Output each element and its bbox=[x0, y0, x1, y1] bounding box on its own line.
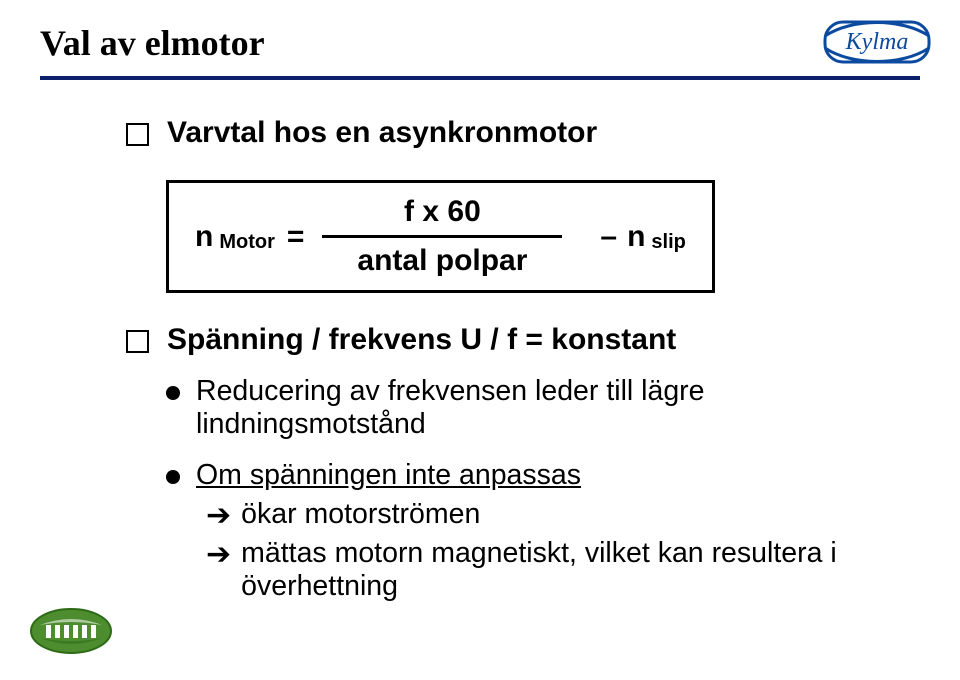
bullet-2a-line1: Reducering av frekvensen leder till lägr… bbox=[196, 375, 705, 408]
content-area: Varvtal hos en asynkronmotor n Motor = f… bbox=[40, 80, 920, 603]
bullet-2b-text: Om spänningen inte anpassas bbox=[196, 459, 581, 492]
bullet-2b2: ➔ mättas motorn magnetiskt, vilket kan r… bbox=[126, 537, 880, 603]
bullet-1-text: Varvtal hos en asynkronmotor bbox=[167, 116, 597, 150]
brand-logo-bitzer bbox=[28, 605, 114, 662]
bullet-2b1: ➔ ökar motorströmen bbox=[126, 498, 880, 531]
formula-eq: = bbox=[287, 220, 305, 254]
arrow-bullet-icon: ➔ bbox=[206, 540, 231, 570]
bullet-2b1-text: ökar motorströmen bbox=[241, 498, 480, 531]
bullet-1: Varvtal hos en asynkronmotor bbox=[126, 116, 880, 150]
bullet-2a-line2: lindningsmotstånd bbox=[196, 408, 705, 441]
formula-denominator: antal polpar bbox=[357, 244, 527, 278]
formula-lhs-n: n bbox=[195, 220, 213, 254]
formula-rhs-n: n bbox=[627, 220, 645, 254]
arrow-bullet-icon: ➔ bbox=[206, 501, 231, 531]
brand-logo-kylma: Kylma bbox=[822, 12, 932, 77]
formula-lhs-sub: Motor bbox=[219, 231, 275, 254]
svg-text:Kylma: Kylma bbox=[845, 29, 909, 55]
square-bullet-icon bbox=[126, 330, 149, 353]
square-bullet-icon bbox=[126, 123, 149, 146]
formula-rhs-sub: slip bbox=[651, 231, 685, 254]
dot-bullet-icon bbox=[166, 470, 180, 484]
dot-bullet-icon bbox=[166, 386, 180, 400]
page-title: Val av elmotor bbox=[40, 22, 920, 64]
bullet-2: Spänning / frekvens U / f = konstant bbox=[126, 323, 880, 357]
formula-box: n Motor = f x 60 antal polpar – bbox=[166, 180, 880, 293]
bullet-2b2-line2: överhettning bbox=[241, 570, 837, 603]
formula-minus: – bbox=[600, 220, 617, 254]
bullet-2b: Om spänningen inte anpassas bbox=[126, 459, 880, 492]
formula-fraction: f x 60 antal polpar bbox=[322, 195, 562, 278]
formula-numerator: f x 60 bbox=[404, 195, 481, 229]
bullet-2b2-line1: mättas motorn magnetiskt, vilket kan res… bbox=[241, 537, 837, 570]
bullet-2a: Reducering av frekvensen leder till lägr… bbox=[126, 375, 880, 441]
bullet-2-text: Spänning / frekvens U / f = konstant bbox=[167, 323, 676, 357]
